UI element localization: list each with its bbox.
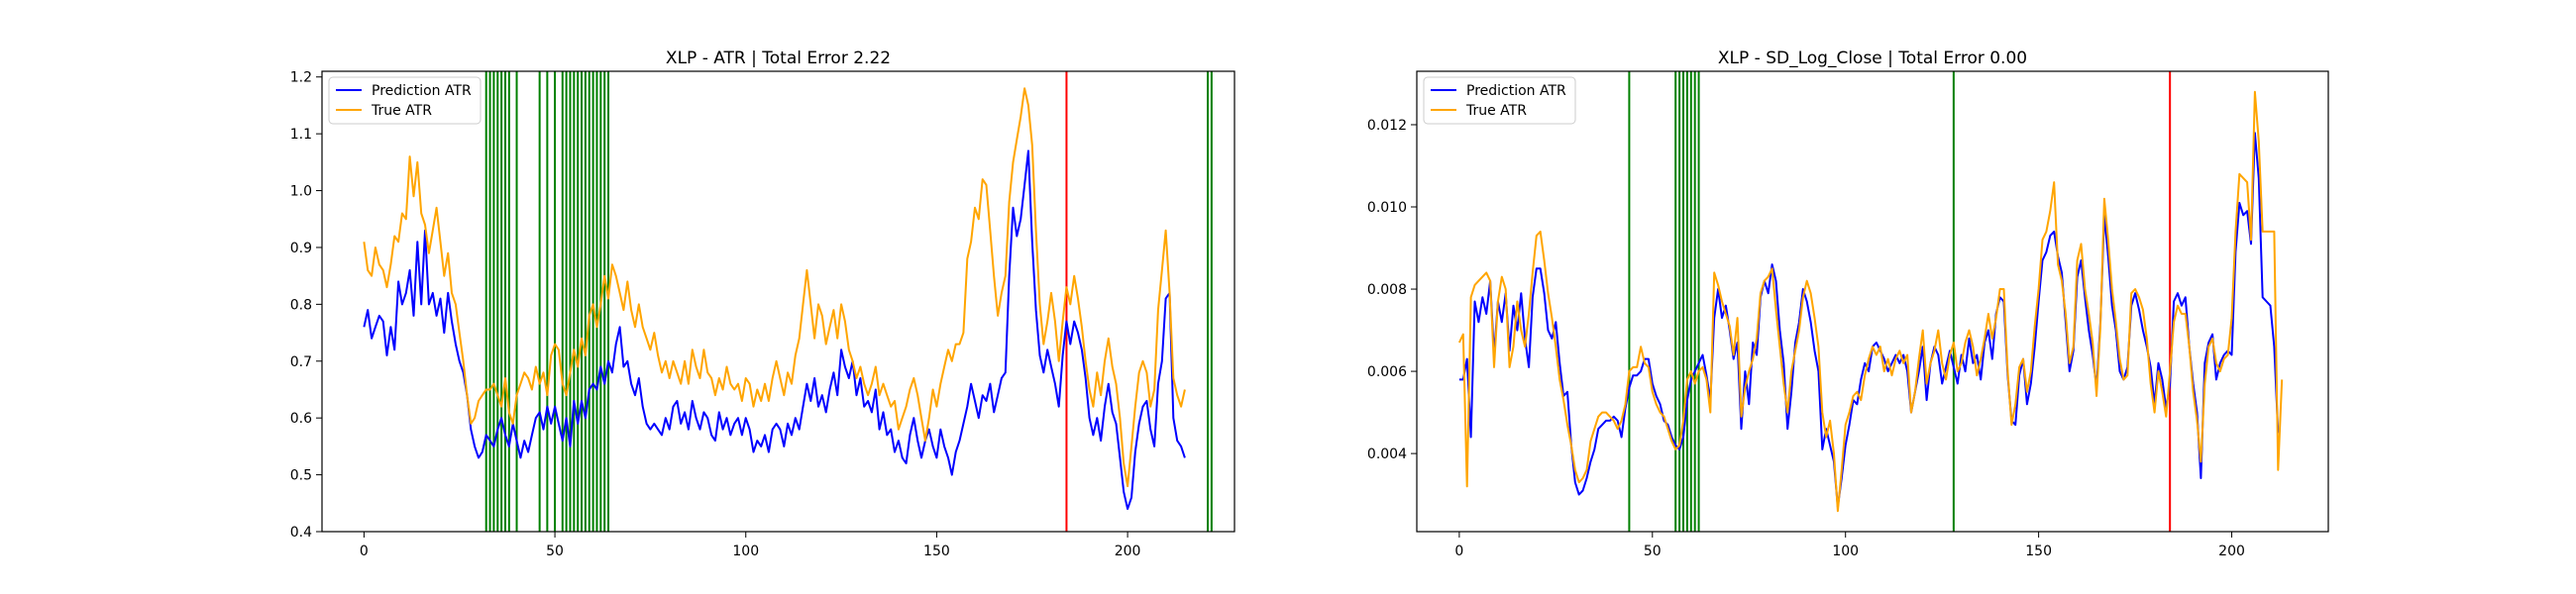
x-tick-label: 200 bbox=[2218, 544, 2245, 559]
legend-label-prediction: Prediction ATR bbox=[1466, 83, 1566, 99]
legend: Prediction ATR True ATR bbox=[1423, 76, 1576, 125]
y-tick-label: 1.2 bbox=[290, 70, 312, 86]
y-tick-label: 0.7 bbox=[290, 354, 312, 370]
plot-area bbox=[322, 71, 1234, 532]
plot-content bbox=[1457, 71, 2284, 532]
chart-title: XLP - SD_Log_Close | Total Error 0.00 bbox=[1718, 49, 2027, 68]
y-tick-label: 0.6 bbox=[290, 411, 312, 427]
x-tick-label: 0 bbox=[360, 544, 369, 559]
y-tick-label: 1.0 bbox=[290, 184, 312, 200]
y-tick-label: 0.006 bbox=[1367, 364, 1407, 380]
plot-area bbox=[1417, 71, 2328, 532]
x-tick-label: 0 bbox=[1454, 544, 1463, 559]
y-tick-label: 0.012 bbox=[1367, 118, 1407, 134]
legend: Prediction ATR True ATR bbox=[328, 76, 482, 125]
atr-chart: 0 50 100 150 200 0.4 0.5 0.6 0.7 0.8 0.9 1.0 1.1 1.2 X… bbox=[290, 49, 1235, 559]
legend-box bbox=[1423, 76, 1576, 125]
x-tick-label: 50 bbox=[546, 544, 564, 559]
chart-title: XLP - ATR | Total Error 2.22 bbox=[666, 49, 891, 68]
x-tick-label: 50 bbox=[1644, 544, 1662, 559]
y-tick-label: 0.8 bbox=[290, 297, 312, 313]
prediction-series-line bbox=[363, 149, 1186, 510]
y-tick-label: 0.004 bbox=[1367, 446, 1407, 462]
prediction-series-line bbox=[1458, 132, 2280, 509]
sd-log-close-chart: 0 50 100 150 200 0.004 0.006 0.008 0.010 0.012 XLP… bbox=[1367, 49, 2329, 559]
y-tick-label: 0.008 bbox=[1367, 282, 1407, 298]
true-series-line bbox=[363, 87, 1186, 488]
x-tick-label: 150 bbox=[923, 544, 950, 559]
legend-box bbox=[328, 76, 482, 125]
plot-frame bbox=[1416, 70, 2329, 533]
y-tick-label: 0.010 bbox=[1367, 200, 1407, 216]
y-tick-label: 0.9 bbox=[290, 241, 312, 256]
x-tick-label: 100 bbox=[1832, 544, 1859, 559]
x-tick-label: 150 bbox=[2025, 544, 2052, 559]
plot-frame bbox=[321, 70, 1235, 533]
true-series-line bbox=[1457, 90, 2284, 513]
y-tick-label: 1.1 bbox=[290, 127, 312, 143]
x-tick-label: 200 bbox=[1115, 544, 1141, 559]
plot-content bbox=[363, 71, 1213, 532]
y-tick-label: 0.4 bbox=[290, 525, 312, 541]
legend-label-prediction: Prediction ATR bbox=[372, 83, 472, 99]
legend-label-true: True ATR bbox=[1465, 103, 1527, 119]
y-tick-label: 0.5 bbox=[290, 468, 312, 484]
legend-label-true: True ATR bbox=[371, 103, 432, 119]
x-tick-label: 100 bbox=[732, 544, 759, 559]
